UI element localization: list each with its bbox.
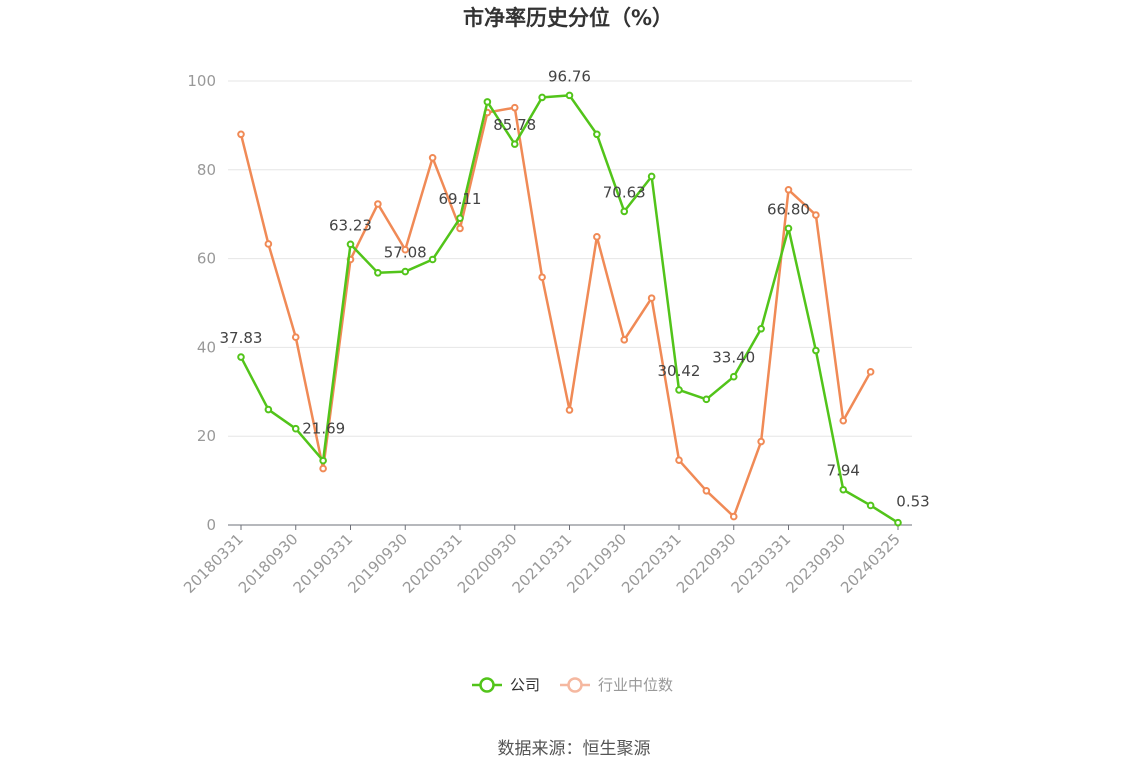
industry-median-point <box>510 103 519 112</box>
data-label: 96.76 <box>548 67 591 85</box>
company-point <box>264 405 273 414</box>
company-point <box>374 269 382 277</box>
industry-median-point <box>538 273 546 282</box>
industry-median-point <box>401 245 410 254</box>
company-point <box>428 255 437 264</box>
company-point <box>237 353 245 361</box>
industry-median-point <box>319 464 327 473</box>
legend-item-company[interactable]: 公司 <box>472 676 540 694</box>
industry-median-point <box>675 456 683 464</box>
data-label: 57.08 <box>384 244 427 262</box>
y-tick-label: 0 <box>206 516 216 534</box>
data-label: 21.69 <box>302 420 345 438</box>
company-point <box>401 267 410 276</box>
data-label: 69.11 <box>439 190 482 208</box>
industry-median-point <box>428 154 437 162</box>
legend-label: 公司 <box>510 676 540 694</box>
data-label: 70.63 <box>603 183 646 201</box>
y-axis: 0 20 40 60 80 100 <box>187 72 216 534</box>
industry-median-point <box>812 211 820 219</box>
company-point <box>784 224 793 233</box>
data-label: 7.94 <box>827 462 860 480</box>
x-tick-label: 20240325 <box>837 530 904 597</box>
legend-label: 行业中位数 <box>598 676 673 694</box>
industry-median-point <box>456 224 464 233</box>
industry-median-point <box>593 233 601 241</box>
y-tick-label: 20 <box>197 427 216 445</box>
industry-median-point <box>620 336 629 344</box>
company-point <box>675 386 683 394</box>
company-point <box>291 424 300 433</box>
company-point <box>565 91 574 100</box>
company-point <box>757 324 765 333</box>
company-point <box>866 501 875 510</box>
chart-title: 市净率历史分位（%） <box>463 6 673 30</box>
industry-median-point <box>647 294 656 302</box>
data-label: 63.23 <box>329 216 372 234</box>
company-point <box>483 98 492 106</box>
company-point <box>894 518 902 527</box>
company-point <box>647 172 656 181</box>
company-point <box>812 346 820 355</box>
company-point <box>510 140 519 148</box>
company-point <box>702 395 711 404</box>
industry-median-point <box>264 240 273 248</box>
y-tick-label: 60 <box>197 250 216 268</box>
data-label: 30.42 <box>658 362 701 380</box>
y-tick-label: 100 <box>187 72 216 90</box>
y-tick-label: 40 <box>197 338 216 356</box>
company-point <box>729 372 738 381</box>
grid <box>228 80 912 437</box>
data-label: 33.40 <box>712 349 755 367</box>
legend-marker <box>567 677 583 693</box>
legend[interactable]: 公司 行业中位数 <box>472 676 673 694</box>
series-lines <box>237 91 902 527</box>
company-point <box>346 240 355 249</box>
x-axis: 2018033120180930201903312019093020200331… <box>180 524 912 597</box>
data-label: 37.83 <box>220 329 263 347</box>
industry-median-point <box>757 437 765 446</box>
industry-median-point <box>729 512 738 521</box>
data-label: 85.78 <box>493 116 536 134</box>
y-tick-label: 80 <box>197 161 216 179</box>
industry-median-point <box>291 333 300 341</box>
company-point <box>538 93 546 102</box>
industry-median-point <box>839 416 848 425</box>
industry-median-point <box>702 487 711 495</box>
industry-median-point <box>374 200 382 208</box>
data-label: 0.53 <box>896 493 929 511</box>
data-labels: 37.83 21.69 63.23 57.08 69.11 85.78 96.76 70.63… <box>220 67 930 510</box>
company-point <box>319 456 327 465</box>
legend-marker <box>479 677 495 693</box>
legend-item-industry-median[interactable]: 行业中位数 <box>560 676 673 694</box>
industry-median-point <box>784 185 793 194</box>
company-point <box>593 130 601 139</box>
company-point <box>620 207 629 216</box>
industry-median-line <box>239 106 872 518</box>
company-line <box>239 94 899 524</box>
company-point <box>456 214 464 222</box>
industry-median-point <box>866 368 875 376</box>
industry-median-point <box>565 406 574 414</box>
industry-median-point <box>237 130 245 139</box>
company-point <box>839 485 848 494</box>
source-note: 数据来源：恒生聚源 <box>498 739 651 759</box>
data-label: 66.80 <box>767 200 810 218</box>
